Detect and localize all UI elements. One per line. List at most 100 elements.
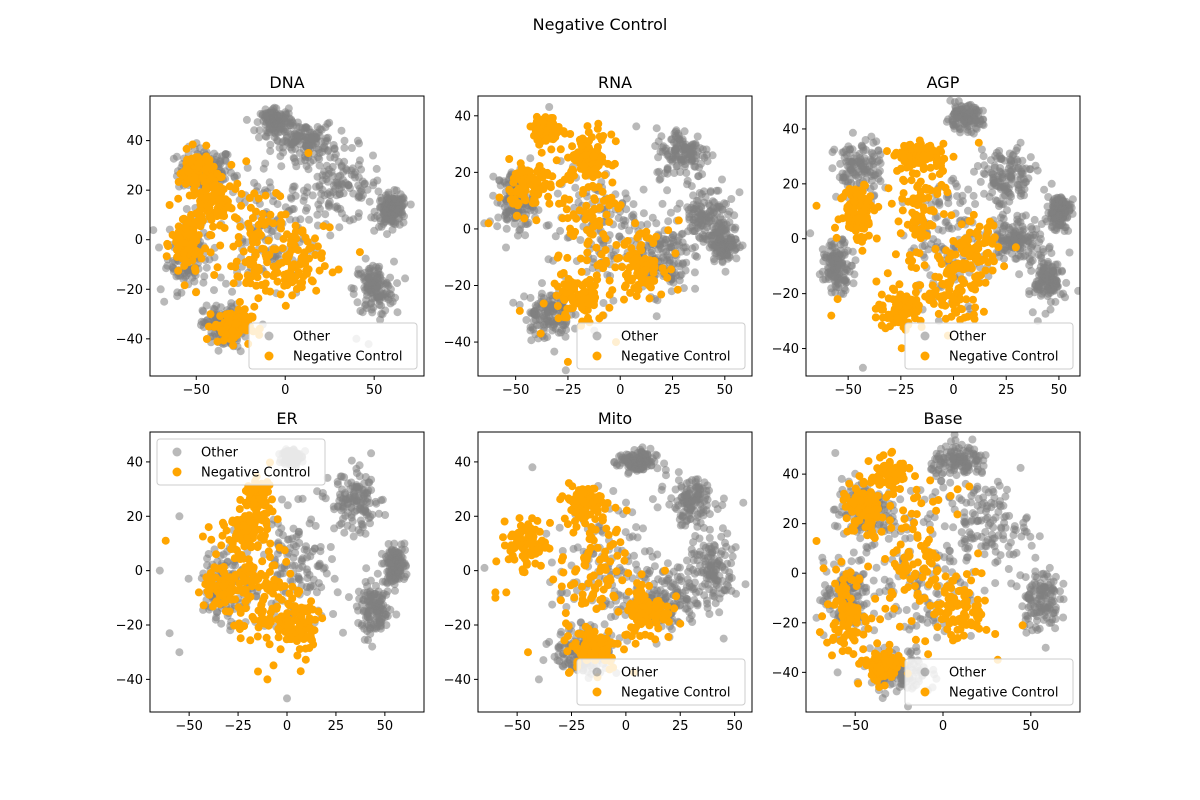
point <box>1026 257 1035 266</box>
point <box>356 307 365 315</box>
point <box>254 294 263 303</box>
point <box>662 235 671 244</box>
point <box>315 181 324 190</box>
point <box>313 210 322 219</box>
point <box>912 248 921 257</box>
point <box>840 240 849 249</box>
point <box>216 241 225 250</box>
point <box>930 147 938 155</box>
point <box>583 122 592 131</box>
point <box>833 249 842 257</box>
point <box>851 185 860 194</box>
point <box>1036 235 1045 243</box>
point <box>366 519 374 528</box>
point <box>222 279 230 288</box>
point <box>853 215 862 224</box>
point <box>401 274 410 283</box>
point <box>180 239 189 247</box>
point <box>557 178 566 187</box>
point <box>1057 266 1066 275</box>
point <box>716 233 725 242</box>
point <box>611 263 620 272</box>
point <box>588 181 597 190</box>
point <box>650 276 659 285</box>
point <box>187 154 196 163</box>
point <box>853 236 862 244</box>
point <box>271 245 280 254</box>
point <box>895 280 904 289</box>
legend-marker <box>920 331 930 341</box>
point <box>276 152 285 161</box>
point <box>369 151 377 160</box>
legend-label: Other <box>949 330 987 345</box>
point <box>355 461 364 470</box>
point <box>216 312 225 320</box>
point <box>356 528 365 537</box>
point <box>970 167 978 176</box>
point <box>623 254 631 263</box>
point <box>305 215 313 224</box>
point <box>612 241 621 249</box>
point <box>988 266 997 275</box>
point <box>254 194 263 203</box>
point <box>390 257 398 266</box>
point <box>290 137 299 146</box>
point <box>828 164 837 173</box>
point <box>562 205 571 214</box>
point <box>623 274 632 283</box>
point <box>386 273 395 282</box>
point <box>564 171 573 180</box>
point <box>905 141 914 149</box>
point <box>315 266 324 275</box>
point <box>517 168 526 177</box>
point <box>228 287 237 296</box>
point <box>1036 269 1045 278</box>
point <box>321 494 330 503</box>
point <box>242 238 251 247</box>
point <box>678 260 687 269</box>
point <box>708 197 717 206</box>
point <box>944 221 953 230</box>
x-tick-label: 0 <box>281 383 289 398</box>
point <box>324 146 333 155</box>
point <box>317 249 326 258</box>
point <box>1049 286 1058 295</box>
point <box>969 210 978 219</box>
point <box>562 325 571 334</box>
point <box>308 191 317 200</box>
point <box>334 157 343 166</box>
point <box>963 262 972 271</box>
point <box>303 269 311 278</box>
point <box>1051 297 1060 306</box>
point <box>643 220 652 229</box>
point <box>990 178 999 187</box>
point <box>278 244 287 253</box>
point <box>1021 211 1030 220</box>
point <box>655 167 663 176</box>
point <box>920 206 929 214</box>
points <box>150 103 415 356</box>
point <box>330 145 339 154</box>
point <box>340 528 349 537</box>
point <box>912 225 921 234</box>
point <box>282 252 290 261</box>
point <box>320 262 329 271</box>
point <box>1000 182 1009 191</box>
point <box>221 150 230 159</box>
point <box>716 241 725 250</box>
point <box>559 269 568 277</box>
point <box>947 211 956 220</box>
point <box>378 495 387 504</box>
point <box>252 230 261 238</box>
point <box>725 251 734 260</box>
point <box>884 184 893 193</box>
point <box>237 189 246 198</box>
point <box>1005 149 1014 158</box>
point <box>844 214 853 223</box>
point <box>831 223 839 232</box>
point <box>289 205 298 213</box>
point <box>505 185 514 194</box>
point <box>907 262 916 271</box>
point <box>976 177 985 186</box>
point <box>296 279 305 288</box>
